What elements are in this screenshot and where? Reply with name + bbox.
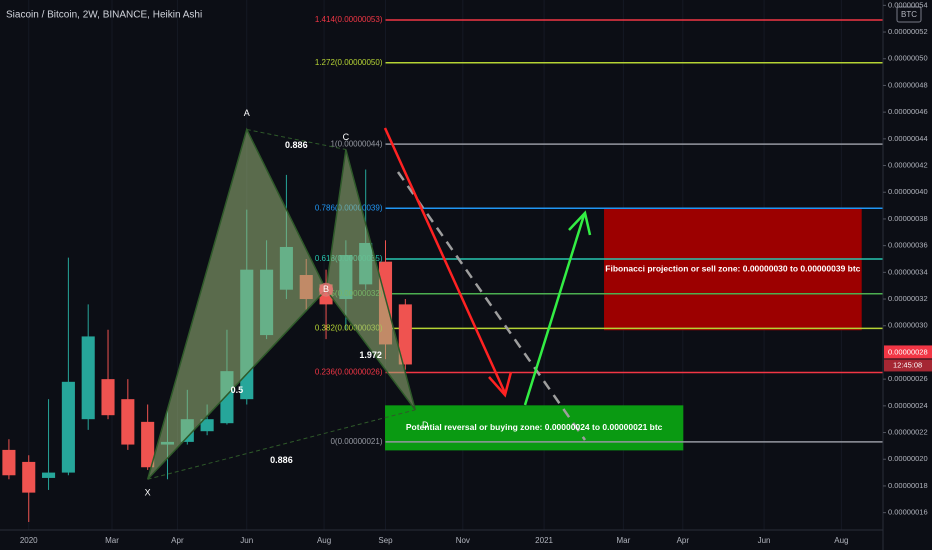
pattern-triangle	[325, 149, 416, 411]
down-arrow	[383, 127, 507, 394]
x-tick-label: Nov	[456, 536, 470, 545]
y-tick-label: 0.00000024	[888, 401, 928, 410]
candle-body	[81, 336, 95, 420]
y-tick-label: 0.00000022	[888, 428, 928, 437]
up-arrow	[523, 214, 586, 406]
y-tick-label: 0.00000016	[888, 508, 928, 517]
pattern-point-label: A	[244, 108, 250, 118]
y-tick-label: 0.00000054	[888, 0, 928, 9]
down-arrow-head	[488, 371, 513, 398]
currency-label: BTC	[901, 10, 917, 19]
y-tick-label: 0.00000052	[888, 27, 928, 36]
pattern-ratio: 1.972	[359, 350, 382, 360]
x-tick-label: Aug	[834, 536, 848, 545]
candle-body	[101, 379, 115, 416]
x-tick-label: Mar	[105, 536, 119, 545]
candle-body	[200, 419, 214, 432]
x-tick-label: Mar	[616, 536, 630, 545]
fib-label: 0(0.00000021)	[330, 437, 382, 446]
last-price-marker	[884, 345, 932, 359]
pattern-point-label: C	[343, 132, 350, 142]
pattern-point-label: B	[323, 284, 329, 294]
y-tick-label: 0.00000018	[888, 481, 928, 490]
pattern-point-label: D	[422, 420, 429, 430]
y-tick-label: 0.00000026	[888, 374, 928, 383]
zone-label: Potential reversal or buying zone: 0.000…	[406, 422, 663, 432]
pattern-point-label: X	[145, 488, 151, 498]
x-tick-label: Aug	[317, 536, 331, 545]
dashed-trend	[396, 171, 587, 441]
y-tick-label: 0.00000020	[888, 454, 928, 463]
candle-body	[2, 449, 16, 476]
pattern-ratio-line	[325, 289, 416, 411]
last-price-label: 0.00000028	[888, 347, 928, 356]
y-tick-label: 0.00000044	[888, 134, 928, 143]
fib-label: 1.414(0.00000053)	[315, 15, 383, 24]
pattern-ratio: 0.5	[231, 385, 244, 395]
zone-label: Fibonacci projection or sell zone: 0.000…	[605, 263, 860, 273]
currency-badge[interactable]	[896, 6, 922, 23]
pattern-triangle	[146, 127, 327, 480]
pattern-ratio-line	[147, 289, 327, 480]
x-tick-label: Sep	[378, 536, 393, 545]
countdown-label: 12:45:08	[893, 360, 922, 369]
candle-body	[141, 421, 155, 468]
x-tick-label: Apr	[171, 536, 184, 545]
x-tick-label: 2020	[20, 536, 38, 545]
x-tick-label: Jun	[758, 536, 771, 545]
candle-body	[22, 461, 36, 493]
fib-label: 0.236(0.00000026)	[315, 368, 383, 377]
y-tick-label: 0.00000030	[888, 321, 928, 330]
fib-label: 1.272(0.00000050)	[315, 58, 383, 67]
drawings: Fibonacci projection or sell zone: 0.000…	[145, 15, 861, 498]
x-tick-label: Jun	[240, 536, 253, 545]
y-tick-label: 0.00000032	[888, 294, 928, 303]
x-tick-label: Apr	[677, 536, 690, 545]
y-tick-label: 0.00000036	[888, 241, 928, 250]
candle-body	[42, 472, 56, 478]
up-arrow-head	[568, 210, 592, 236]
chart-title: Siacoin / Bitcoin, 2W, BINANCE, Heikin A…	[6, 10, 202, 21]
fib-label: 0.382(0.00000030)	[315, 324, 383, 333]
countdown-box	[884, 359, 932, 372]
zone	[604, 207, 862, 331]
fib-label: 1(0.00000044)	[330, 139, 382, 148]
y-tick-label: 0.00000042	[888, 161, 928, 170]
y-tick-label: 0.00000046	[888, 107, 928, 116]
y-tick-label: 0.00000038	[888, 214, 928, 223]
candle-body	[121, 399, 135, 445]
x-tick-label: 2021	[535, 536, 553, 545]
pattern-ratio: 0.886	[270, 455, 293, 465]
pattern-ratio-line	[246, 129, 346, 151]
y-tick-label: 0.00000048	[888, 80, 928, 89]
candle-body	[61, 381, 75, 473]
pattern-ratio: 0.886	[285, 140, 308, 150]
y-tick-label: 0.00000034	[888, 267, 928, 276]
y-tick-label: 0.00000050	[888, 54, 928, 63]
pattern-point-badge	[319, 282, 334, 297]
y-tick-label: 0.00000040	[888, 187, 928, 196]
candle-body	[398, 304, 412, 365]
